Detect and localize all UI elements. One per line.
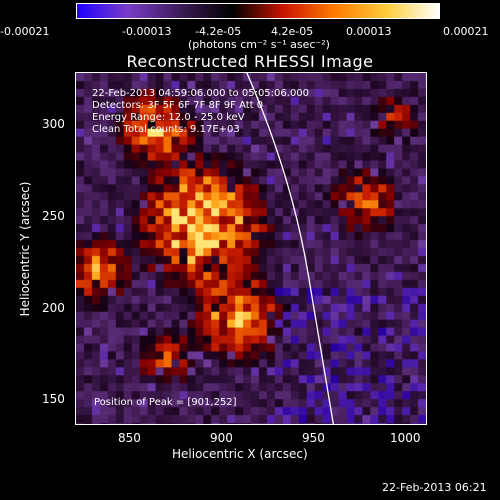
colorbar xyxy=(76,3,440,19)
colorbar-tick-6: 0.00021 xyxy=(443,25,489,38)
method-counts-text: Clean Total counts: 9.17E+03 xyxy=(92,124,240,135)
solar-image: 22-Feb-2013 04:59:06.000 to 05:05:06.000… xyxy=(75,72,427,425)
x-tick-950: 950 xyxy=(302,431,325,445)
colorbar-tick-1: -0.00021 xyxy=(0,25,50,38)
y-tick-300: 300 xyxy=(42,117,65,131)
y-tick-150: 150 xyxy=(42,392,65,406)
y-axis-label: Heliocentric Y (arcsec) xyxy=(18,181,32,317)
x-axis-label: Heliocentric X (arcsec) xyxy=(172,447,308,461)
x-tick-1000: 1000 xyxy=(390,431,421,445)
footer-timestamp: 22-Feb-2013 06:21 xyxy=(382,481,487,494)
heatmap-canvas xyxy=(76,73,426,424)
energy-range-text: Energy Range: 12.0 - 25.0 keV xyxy=(92,112,245,123)
colorbar-unit-label: (photons cm⁻² s⁻¹ asec⁻²) xyxy=(188,38,330,51)
peak-position-text: Position of Peak = [901,252] xyxy=(94,397,237,408)
colorbar-tick-5: 0.00013 xyxy=(346,25,392,38)
time-range-text: 22-Feb-2013 04:59:06.000 to 05:05:06.000 xyxy=(92,88,310,99)
colorbar-tick-2: -0.00013 xyxy=(122,25,172,38)
solar-limb-line xyxy=(246,73,334,424)
limb-overlay xyxy=(246,73,334,424)
y-tick-200: 200 xyxy=(42,301,65,315)
x-tick-850: 850 xyxy=(118,431,141,445)
detectors-text: Detectors: 3F 5F 6F 7F 8F 9F Att 0 xyxy=(92,100,264,111)
colorbar-tick-4: 4.2e-05 xyxy=(271,25,314,38)
plot-title: Reconstructed RHESSI Image xyxy=(126,52,374,71)
y-tick-250: 250 xyxy=(42,209,65,223)
colorbar-tick-3: -4.2e-05 xyxy=(195,25,242,38)
x-tick-900: 900 xyxy=(210,431,233,445)
